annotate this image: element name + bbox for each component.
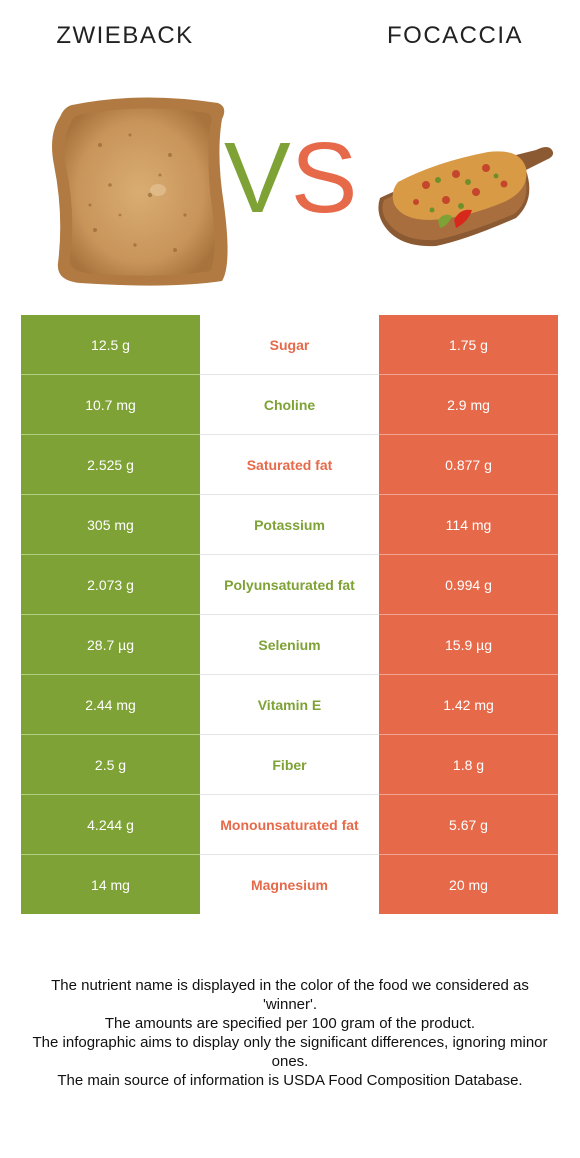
table-row: 2.5 g Fiber 1.8 g: [21, 734, 558, 795]
focaccia-image: [378, 147, 554, 247]
vs-v: V: [224, 122, 291, 234]
left-value-cell: 2.5 g: [21, 734, 200, 795]
table-row: 14 mg Magnesium 20 mg: [21, 854, 558, 914]
zwieback-image: [52, 97, 228, 286]
table-row: 12.5 g Sugar 1.75 g: [21, 315, 558, 375]
nutrient-name-cell: Polyunsaturated fat: [200, 554, 379, 615]
nutrient-name-cell: Monounsaturated fat: [200, 794, 379, 855]
right-value-cell: 15.9 µg: [379, 614, 558, 675]
nutrient-name-cell: Potassium: [200, 494, 379, 555]
vs-s: S: [290, 122, 358, 234]
nutrient-name-cell: Saturated fat: [200, 434, 379, 495]
right-value-cell: 2.9 mg: [379, 374, 558, 435]
nutrient-name-cell: Magnesium: [200, 854, 379, 914]
left-value-cell: 305 mg: [21, 494, 200, 555]
right-value-cell: 114 mg: [379, 494, 558, 555]
comparison-table: 12.5 g Sugar 1.75 g 10.7 mg Choline 2.9 mg 2.5…: [21, 315, 558, 914]
left-value-cell: 28.7 µg: [21, 614, 200, 675]
right-value-cell: 5.67 g: [379, 794, 558, 855]
right-value-cell: 0.877 g: [379, 434, 558, 495]
left-food-title: ZWIEBACK: [56, 22, 194, 49]
right-value-cell: 20 mg: [379, 854, 558, 914]
nutrient-name-cell: Vitamin E: [200, 674, 379, 735]
nutrient-name-cell: Choline: [200, 374, 379, 435]
nutrient-name-cell: Fiber: [200, 734, 379, 795]
table-row: 2.525 g Saturated fat 0.877 g: [21, 434, 558, 495]
footer-line: The nutrient name is displayed in the co…: [51, 977, 529, 1013]
table-row: 4.244 g Monounsaturated fat 5.67 g: [21, 794, 558, 855]
table-row: 28.7 µg Selenium 15.9 µg: [21, 614, 558, 675]
table-row: 2.073 g Polyunsaturated fat 0.994 g: [21, 554, 558, 615]
table-row: 305 mg Potassium 114 mg: [21, 494, 558, 555]
left-value-cell: 4.244 g: [21, 794, 200, 855]
right-value-cell: 1.42 mg: [379, 674, 558, 735]
footer-notes: The nutrient name is displayed in the co…: [30, 976, 550, 1090]
vs-label: VS: [224, 128, 357, 228]
left-value-cell: 2.073 g: [21, 554, 200, 615]
nutrient-name-cell: Sugar: [200, 315, 379, 375]
table-row: 2.44 mg Vitamin E 1.42 mg: [21, 674, 558, 735]
left-value-cell: 2.44 mg: [21, 674, 200, 735]
left-value-cell: 12.5 g: [21, 315, 200, 375]
footer-line: The amounts are specified per 100 gram o…: [104, 1015, 476, 1032]
left-value-cell: 2.525 g: [21, 434, 200, 495]
footer-line: The infographic aims to display only the…: [32, 1034, 548, 1070]
footer-line: The main source of information is USDA F…: [57, 1072, 523, 1089]
table-row: 10.7 mg Choline 2.9 mg: [21, 374, 558, 435]
right-value-cell: 1.75 g: [379, 315, 558, 375]
right-value-cell: 1.8 g: [379, 734, 558, 795]
left-value-cell: 10.7 mg: [21, 374, 200, 435]
right-food-title: FOCACCIA: [386, 22, 523, 49]
right-value-cell: 0.994 g: [379, 554, 558, 615]
left-value-cell: 14 mg: [21, 854, 200, 914]
nutrient-name-cell: Selenium: [200, 614, 379, 675]
